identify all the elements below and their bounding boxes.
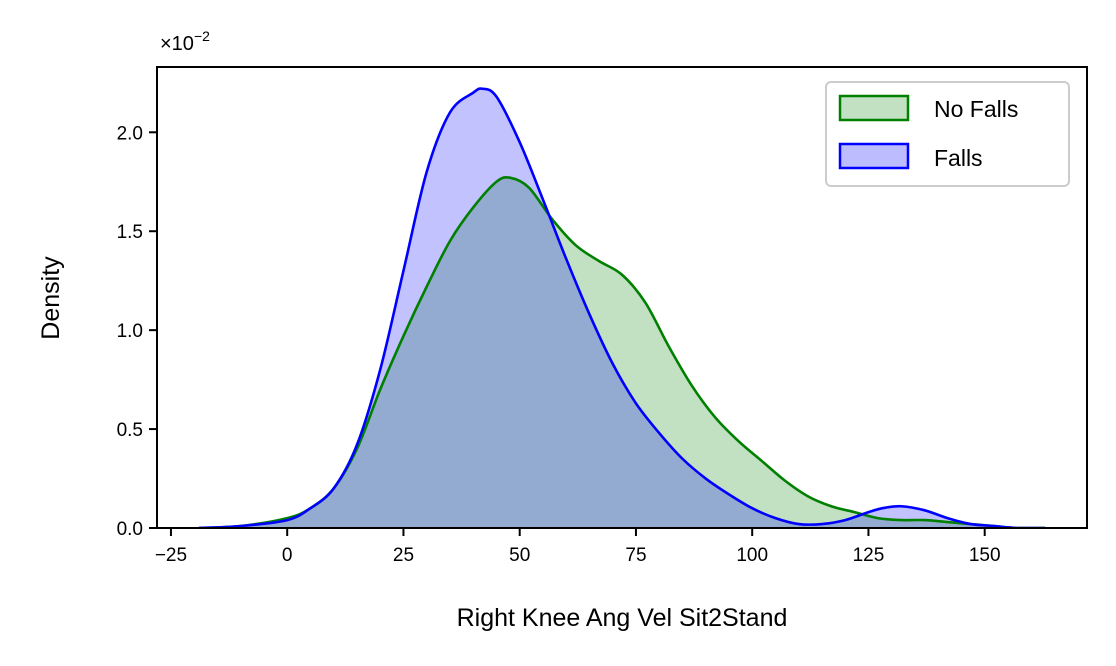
y-axis-ticks: 0.0 0.5 1.0 1.5 2.0 — [117, 123, 157, 540]
y-tick-label: 0.5 — [117, 420, 143, 441]
x-tick-label: 100 — [736, 545, 768, 566]
x-tick-label: −25 — [155, 545, 187, 566]
x-tick-label: 50 — [509, 545, 530, 566]
x-tick-label: 25 — [393, 545, 414, 566]
axes-frame — [156, 66, 1088, 529]
density-line-falls — [198, 87, 1046, 528]
y-axis-label: Density — [37, 256, 65, 340]
y-offset-text: ×10−2 — [160, 28, 210, 55]
y-tick-label: 2.0 — [117, 123, 143, 144]
y-tick-label: 0.0 — [117, 519, 143, 540]
density-area-no-falls — [198, 177, 1046, 528]
series-layer — [198, 87, 1046, 528]
y-tick-label: 1.5 — [117, 222, 143, 243]
x-tick-label: 75 — [625, 545, 646, 566]
density-line-no-falls — [198, 176, 1046, 528]
x-tick-label: 150 — [969, 545, 1001, 566]
x-tick-label: 0 — [282, 545, 293, 566]
x-axis-ticks: −25 0 25 50 75 100 125 150 — [155, 528, 1001, 566]
y-offset-exponent: −2 — [194, 28, 210, 44]
x-tick-label: 125 — [853, 545, 885, 566]
legend: No Falls Falls — [825, 81, 1070, 187]
legend-swatch-no-falls — [838, 94, 910, 122]
y-tick-label: 1.0 — [117, 321, 143, 342]
legend-swatch-falls — [838, 142, 910, 170]
density-area-falls — [198, 88, 1046, 528]
x-axis-label: Right Knee Ang Vel Sit2Stand — [457, 604, 788, 632]
legend-label-no-falls: No Falls — [934, 96, 1018, 122]
legend-label-falls: Falls — [934, 145, 983, 171]
